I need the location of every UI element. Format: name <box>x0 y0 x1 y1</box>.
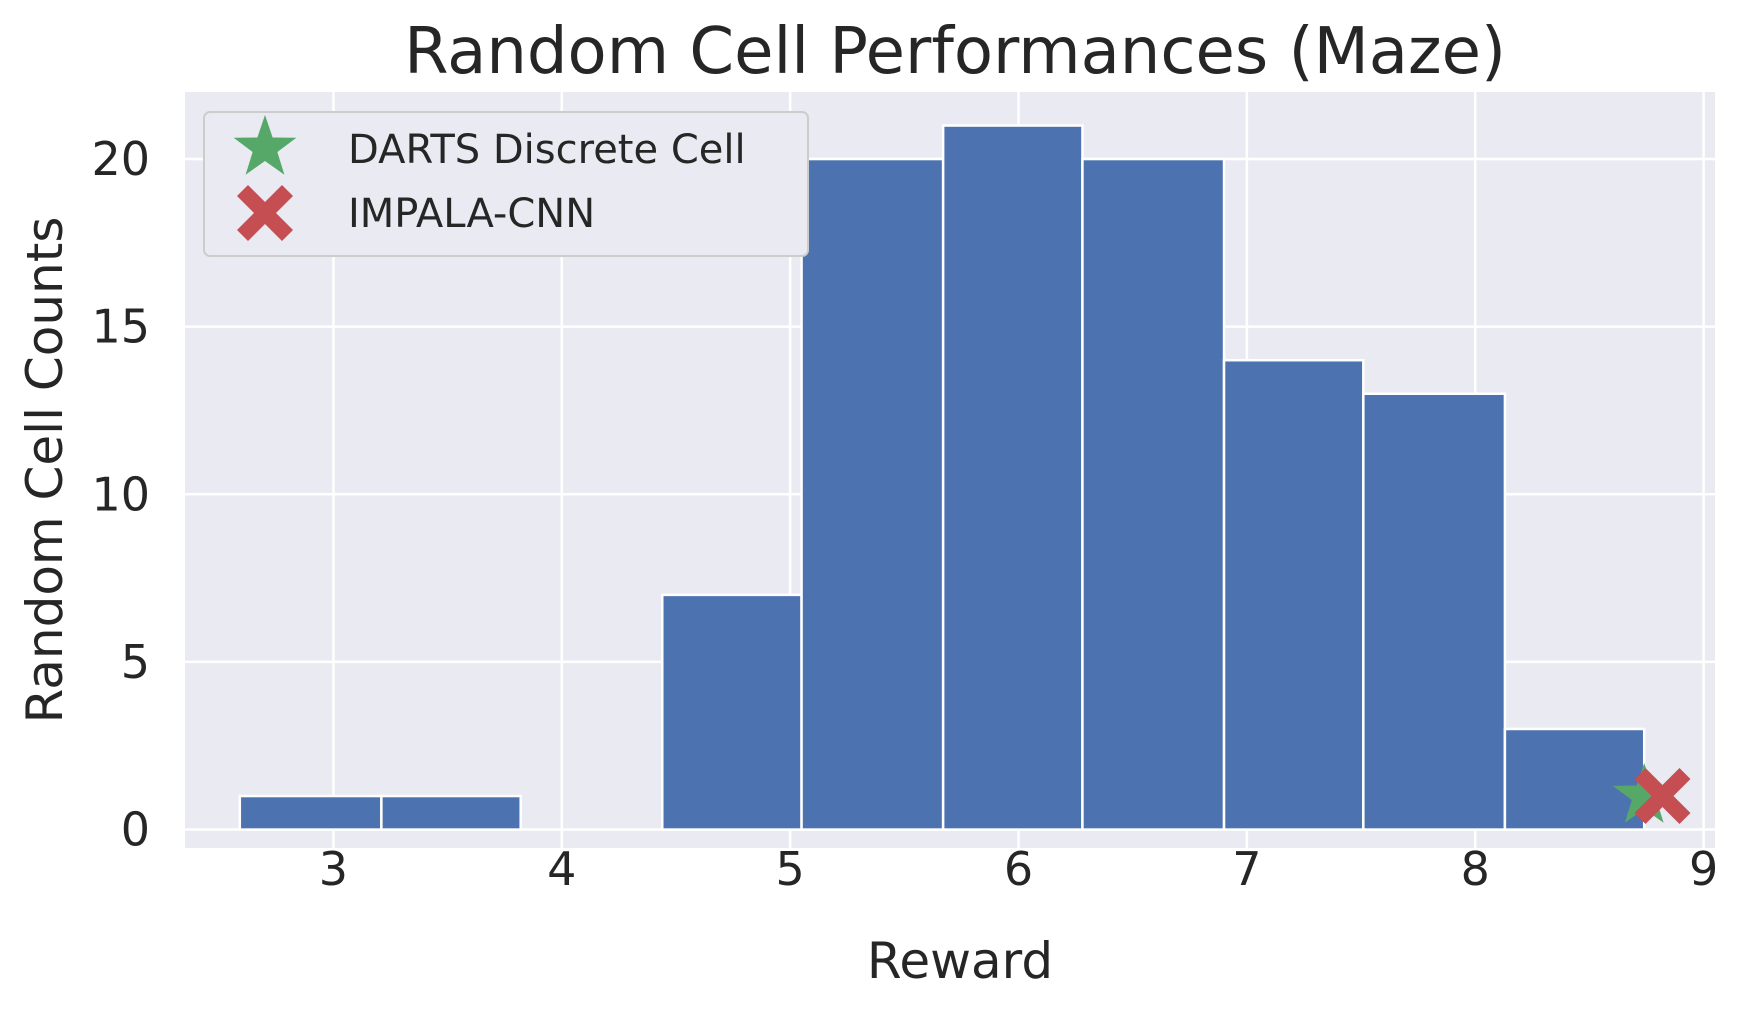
legend-box <box>203 111 809 257</box>
x-tick-label: 8 <box>1461 842 1490 896</box>
legend: DARTS Discrete Cell IMPALA-CNN <box>203 111 809 257</box>
y-tick-label: 20 <box>91 132 150 186</box>
reference-markers <box>1612 763 1691 825</box>
histogram-bar <box>800 157 945 831</box>
star-marker <box>1612 763 1676 823</box>
chart-title: Random Cell Performances (Maze) <box>404 15 1506 89</box>
y-tick-label: 0 <box>121 803 150 857</box>
y-axis-label: Random Cell Counts <box>16 217 74 724</box>
histogram-bar <box>1222 358 1365 831</box>
x-axis-label: Reward <box>867 932 1053 990</box>
x-tick-label: 3 <box>319 842 348 896</box>
x-marker <box>1634 768 1691 825</box>
histogram-bar <box>1362 392 1507 831</box>
histogram-bar <box>1081 157 1226 831</box>
y-axis-ticks: 0 5 10 15 20 <box>91 132 150 857</box>
legend-x-icon <box>237 185 293 241</box>
legend-label-impala: IMPALA-CNN <box>348 191 595 237</box>
histogram-bar <box>238 794 383 831</box>
x-tick-label: 6 <box>1004 842 1033 896</box>
histogram-bar <box>380 794 522 831</box>
y-tick-label: 5 <box>121 635 150 689</box>
legend-x-symbol <box>237 185 293 241</box>
x-tick-label: 4 <box>547 842 576 896</box>
x-tick-label: 7 <box>1232 842 1261 896</box>
legend-label-darts: DARTS Discrete Cell <box>348 127 746 173</box>
histogram-bars <box>238 124 1646 831</box>
x-axis-ticks: 3 4 5 6 7 8 9 <box>319 842 1718 896</box>
histogram-bar <box>661 593 803 831</box>
legend-star-symbol <box>233 115 297 175</box>
x-tick-label: 5 <box>776 842 805 896</box>
legend-star-icon <box>233 115 297 175</box>
y-tick-label: 15 <box>91 300 150 354</box>
histogram-bar <box>1503 727 1646 831</box>
x-tick-label: 9 <box>1689 842 1718 896</box>
histogram-bar <box>941 124 1084 831</box>
y-tick-label: 10 <box>91 467 150 521</box>
